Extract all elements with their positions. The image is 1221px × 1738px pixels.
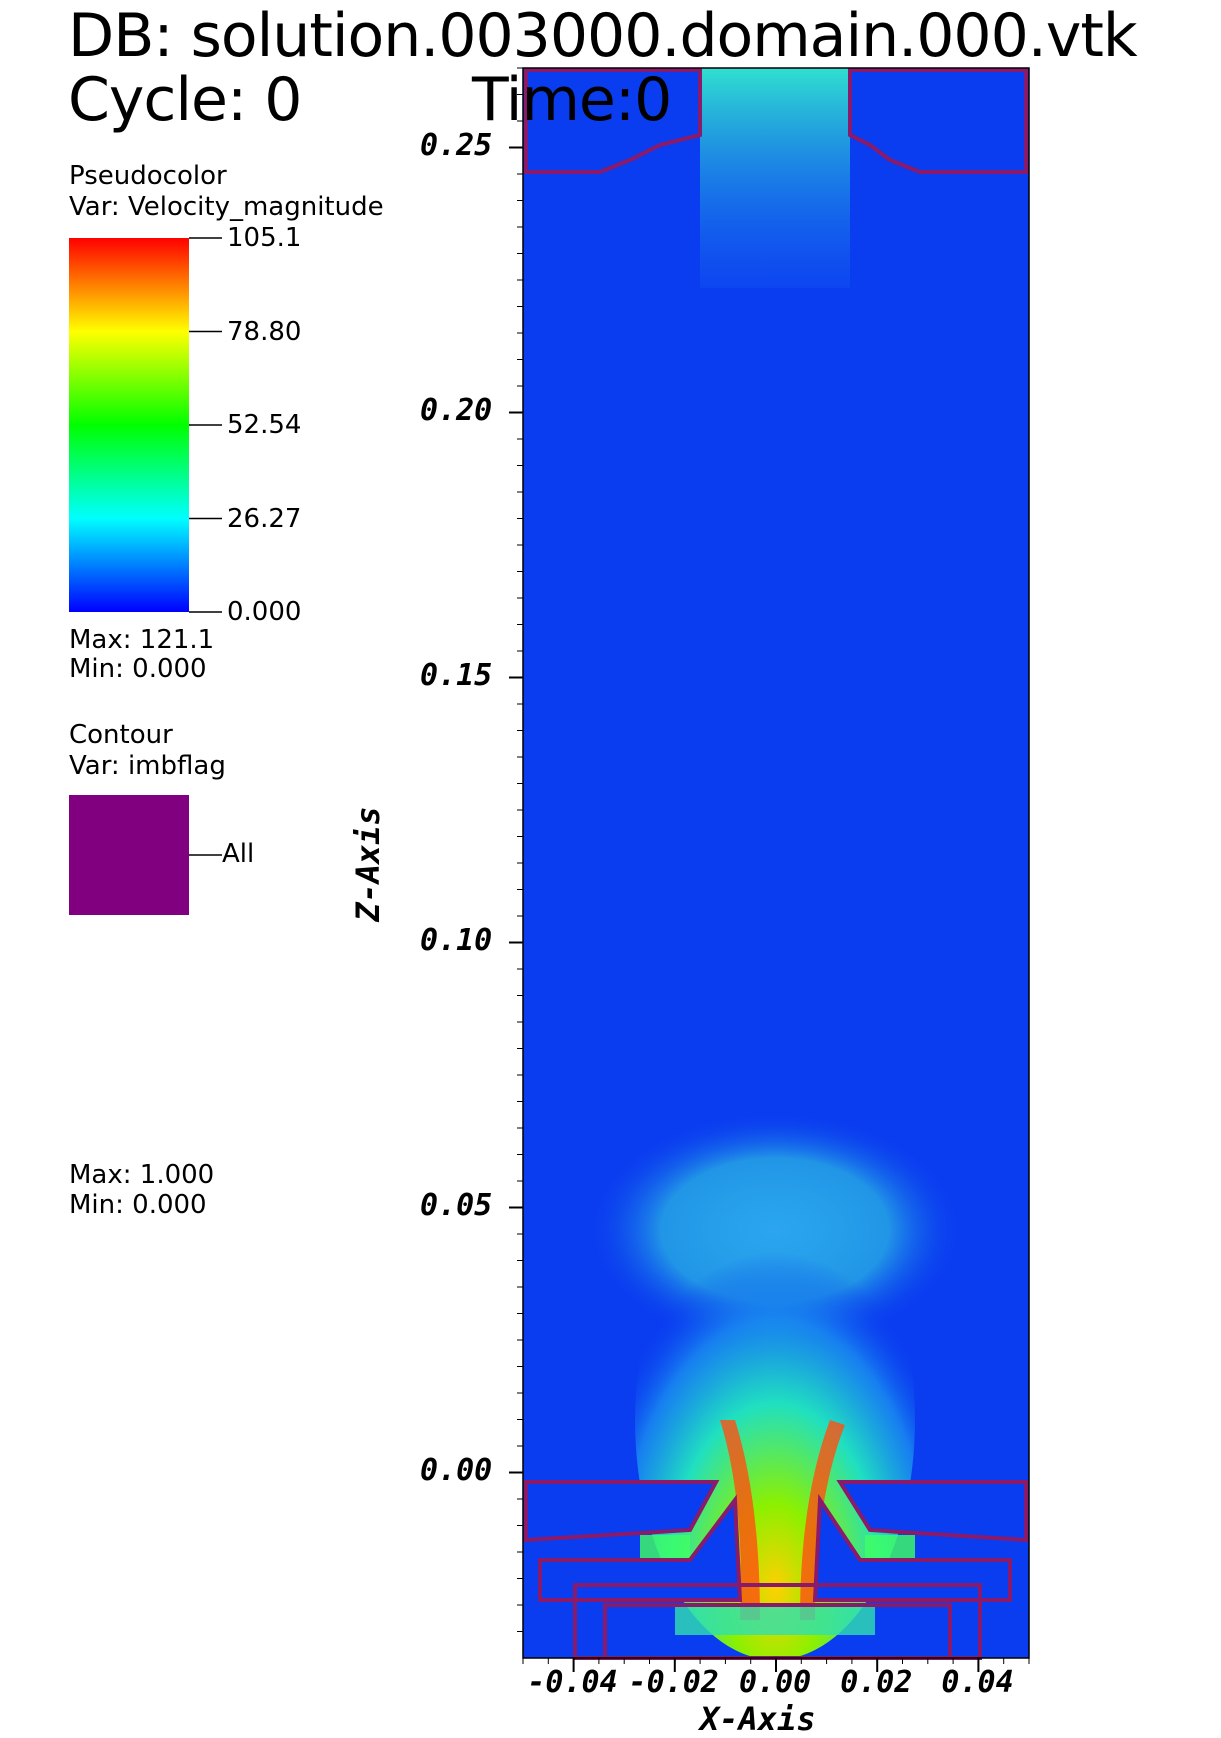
bottom-left-wall	[526, 1482, 716, 1540]
colorbar	[69, 238, 189, 612]
x-tick-label: -0.02	[629, 1665, 719, 1700]
y-axis-label: Z-Axis	[349, 784, 387, 944]
top-inlet-flow	[700, 68, 850, 288]
time-label: Time:	[472, 65, 634, 135]
y-tick-label: 0.00	[420, 1453, 492, 1488]
pseudocolor-var: Var: Velocity_magnitude	[69, 193, 384, 221]
contour-var: Var: imbflag	[69, 752, 226, 780]
contour-min: Min: 0.000	[69, 1191, 207, 1219]
y-tick-label: 0.20	[420, 393, 492, 428]
x-tick-label: 0.04	[941, 1665, 1013, 1700]
pseudocolor-min: Min: 0.000	[69, 655, 207, 683]
colorbar-ticks	[189, 238, 222, 612]
colorbar-tick-label: 78.80	[227, 318, 301, 346]
y-tick-label: 0.15	[420, 658, 492, 693]
time-value: 0	[634, 65, 671, 135]
y-tick-label: 0.25	[420, 128, 492, 163]
colorbar-tick-label: 26.27	[227, 505, 301, 533]
x-tick-label: -0.04	[527, 1665, 617, 1700]
contour-title: Contour	[69, 721, 173, 749]
pseudocolor-title: Pseudocolor	[69, 162, 227, 190]
x-tick-label: 0.00	[739, 1665, 811, 1700]
colorbar-tick-label: 0.000	[227, 598, 301, 626]
bottom-channel-flow	[675, 1605, 875, 1635]
contour-swatch	[69, 795, 189, 915]
x-tick-label: 0.02	[840, 1665, 912, 1700]
x-axis-label: X-Axis	[700, 1700, 816, 1738]
pseudocolor-max: Max: 121.1	[69, 626, 214, 654]
y-tick-label: 0.05	[420, 1188, 492, 1223]
y-tick-label: 0.10	[420, 923, 492, 958]
contour-max: Max: 1.000	[69, 1161, 214, 1189]
contour-swatch-label: All	[222, 840, 254, 868]
colorbar-tick-label: 52.54	[227, 411, 301, 439]
colorbar-tick-label: 105.1	[227, 224, 301, 252]
time-readout: Time:0	[472, 68, 671, 132]
